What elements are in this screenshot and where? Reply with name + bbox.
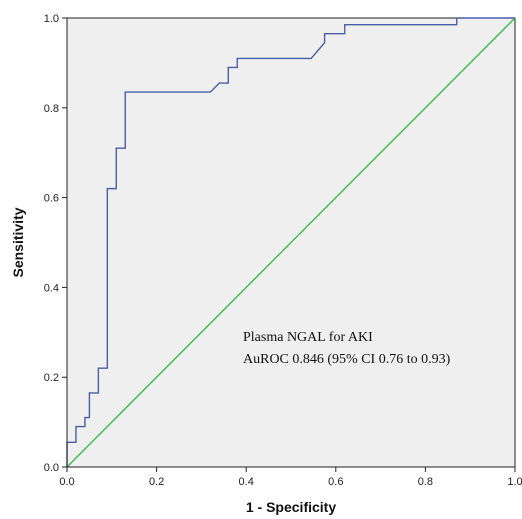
x-tick-label: 0.0 [59,476,74,488]
y-tick-label: 0.2 [44,372,59,384]
x-ticks: 0.0 0.2 0.4 0.6 0.8 1.0 [59,467,522,488]
y-tick-label: 0.4 [44,282,59,294]
reference-line-layer [66,17,516,468]
roc-curve-layer [66,17,515,467]
annotation-line-1: Plasma NGAL for AKI [243,330,373,345]
roc-curve [66,17,515,467]
x-tick-label: 0.4 [239,476,254,488]
x-tick-label: 1.0 [507,476,522,488]
y-axis-title: Sensitivity [10,207,26,277]
y-tick-label: 0.6 [44,193,59,205]
x-tick-label: 0.8 [418,476,433,488]
annotation-line-2: AuROC 0.846 (95% CI 0.76 to 0.93) [243,352,451,367]
axes-layer [66,18,515,468]
x-tick-label: 0.2 [149,476,164,488]
x-tick-label: 0.6 [328,476,343,488]
y-tick-label: 1.0 [44,13,59,25]
reference-line [66,17,516,468]
y-ticks: 0.0 0.2 0.4 0.6 0.8 1.0 [44,13,67,474]
y-tick-label: 0.8 [44,103,59,115]
x-axis-title: 1 - Specificity [246,499,336,515]
y-tick-label: 0.0 [44,462,59,474]
